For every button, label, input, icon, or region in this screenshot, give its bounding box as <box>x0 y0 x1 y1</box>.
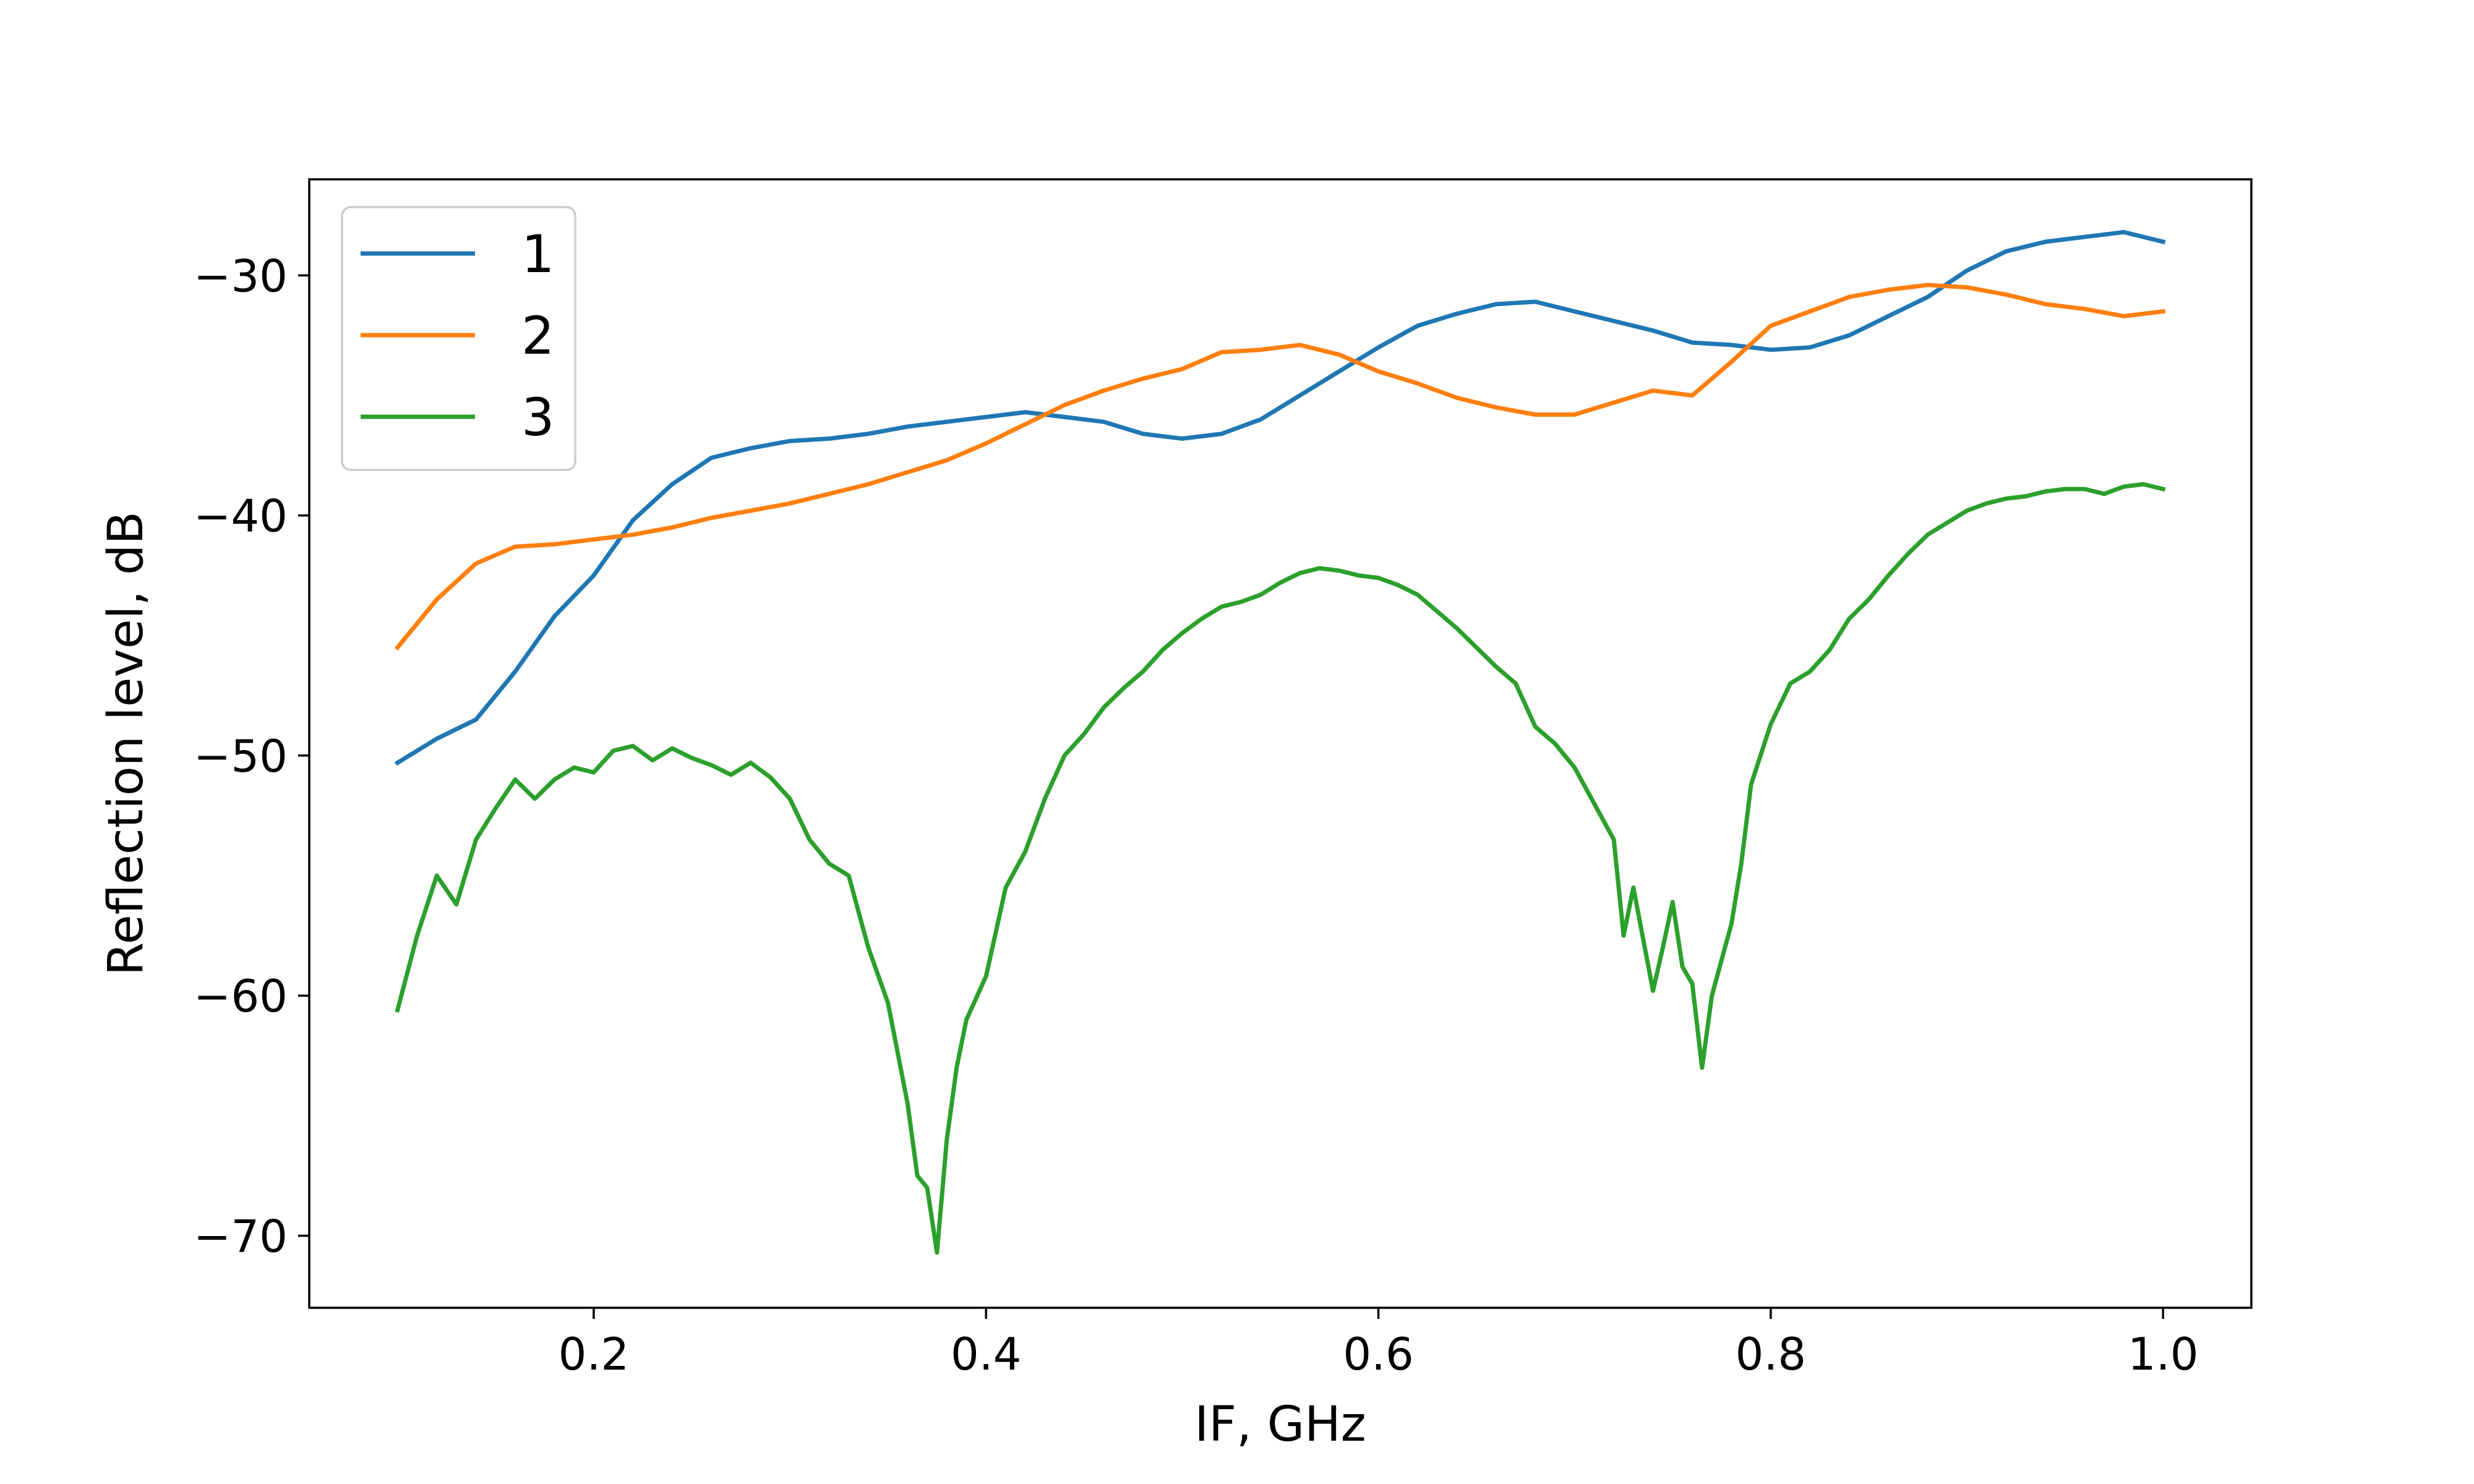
x-tick-label: 1.0 <box>2128 1328 2199 1380</box>
series-layer <box>394 229 2166 1255</box>
y-tick-label: −30 <box>194 250 288 302</box>
y-tick-label: −60 <box>194 970 288 1022</box>
x-tick-label: 0.6 <box>1343 1328 1414 1380</box>
y-tick-label: −40 <box>194 490 288 542</box>
series-line-3 <box>395 482 2166 1255</box>
y-axis-label: Reflection level, dB <box>98 511 154 976</box>
legend-box <box>341 206 576 471</box>
series-line-1 <box>394 229 2166 766</box>
y-axis: −30 −40 −50 −60 −70 <box>194 250 309 1263</box>
x-tick-label: 0.4 <box>951 1328 1022 1380</box>
x-axis-label: IF, GHz <box>1194 1397 1366 1452</box>
series-line-2 <box>394 283 2166 651</box>
plot-frame <box>308 178 2253 1309</box>
legend-label: 2 <box>521 305 554 366</box>
x-tick-label: 0.8 <box>1736 1328 1807 1380</box>
x-axis: 0.2 0.4 0.6 0.8 1.0 <box>559 1308 2199 1380</box>
x-tick-label: 0.2 <box>559 1328 630 1380</box>
legend-label: 1 <box>521 224 554 284</box>
legend-label: 3 <box>521 387 554 448</box>
legend: 1 2 3 <box>341 206 576 471</box>
y-tick-label: −70 <box>194 1211 288 1263</box>
y-tick-label: −50 <box>194 730 288 782</box>
